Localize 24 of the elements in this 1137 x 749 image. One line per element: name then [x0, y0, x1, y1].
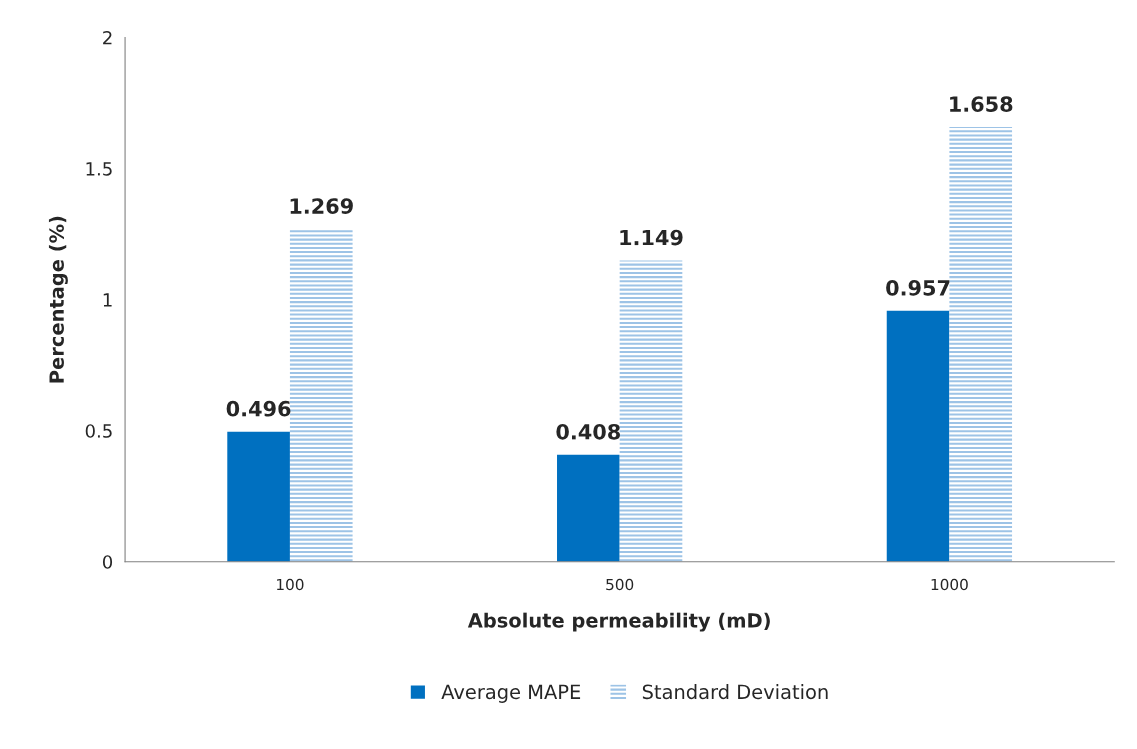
x-tick-label: 1000: [931, 578, 968, 591]
x-axis-title: Absolute permeability (mD): [467, 612, 770, 632]
y-tick-label: 2: [103, 30, 112, 45]
bar: [619, 260, 683, 562]
legend-label: Average MAPE: [441, 684, 581, 703]
y-tick-label: 0: [102, 555, 113, 569]
data-label: 0.408: [556, 423, 620, 440]
bar: [289, 229, 353, 562]
x-tick-label: 100: [277, 578, 304, 591]
data-label: 0.496: [226, 400, 291, 417]
y-axis-title: Percentage (%): [48, 216, 68, 383]
x-tick-label: 500: [606, 578, 634, 591]
data-label: 1.658: [950, 96, 1013, 112]
bar: [227, 431, 290, 562]
y-tick-label: 0.5: [85, 424, 112, 438]
data-label: 1.269: [290, 198, 353, 214]
y-tick-label: 1: [103, 293, 112, 307]
bar: [949, 127, 1013, 562]
y-tick-label: 1.5: [86, 162, 112, 176]
bar: [557, 454, 620, 562]
data-label: 0.957: [886, 279, 950, 296]
legend-label: Standard Deviation: [642, 684, 828, 700]
bar: [886, 310, 950, 562]
data-label: 1.149: [620, 229, 683, 246]
